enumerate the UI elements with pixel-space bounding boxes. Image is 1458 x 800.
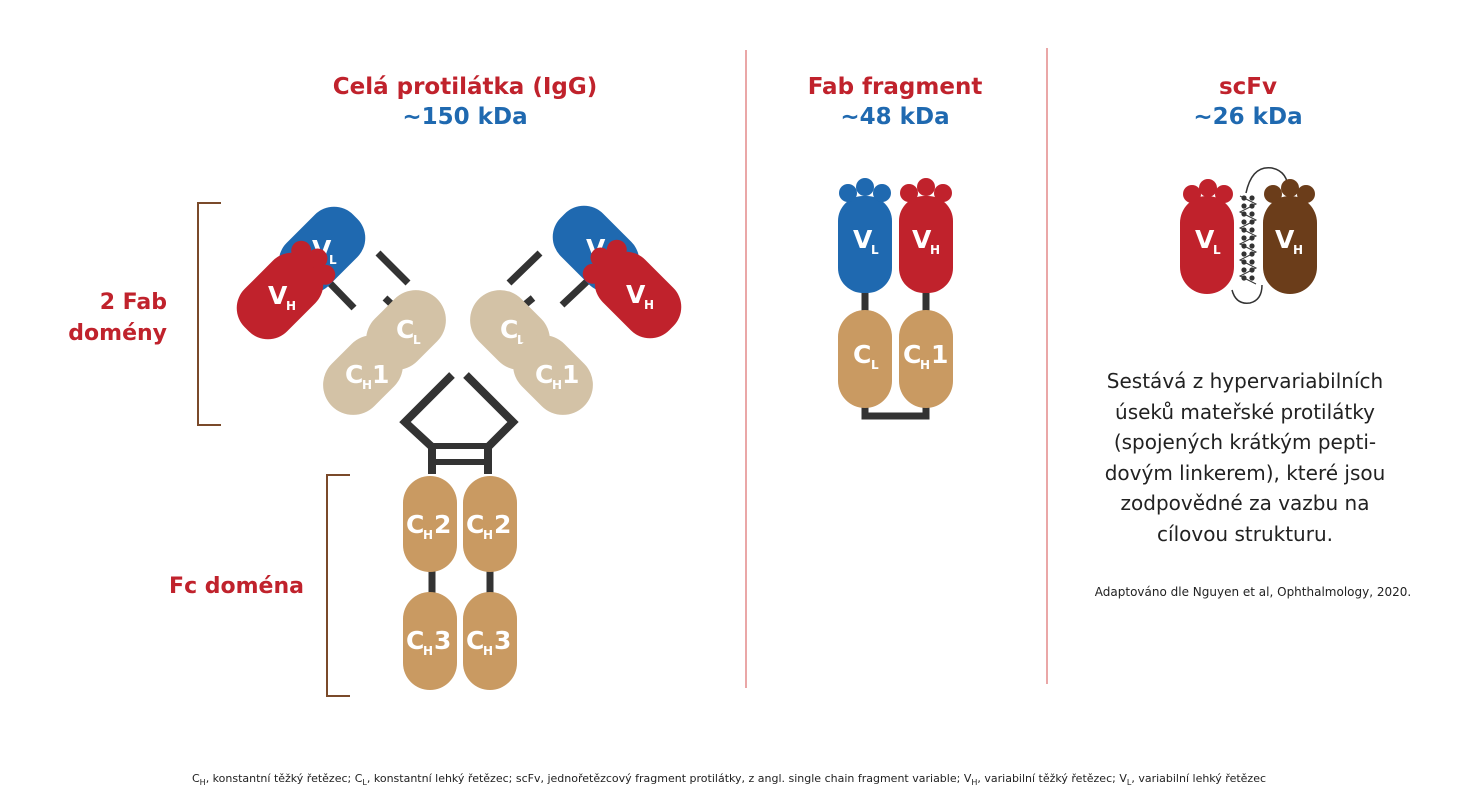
svg-text:H: H	[483, 528, 493, 542]
footnote-vh-text: , variabilní těžký řetězec;	[977, 772, 1120, 785]
scfv-title-name: scFv	[1218, 74, 1278, 100]
scfv-vh-domain: VH	[1263, 179, 1317, 294]
svg-text:V: V	[912, 225, 932, 254]
svg-text:V: V	[853, 225, 873, 254]
fc-domain-label: Fc doména	[100, 571, 304, 602]
svg-text:L: L	[871, 358, 879, 372]
fab-title: Fab fragment ~48 kDa	[770, 72, 1020, 132]
igg-title: Celá protilátka (IgG) ~150 kDa	[305, 72, 625, 132]
scfv-title-mass: ~26 kDa	[1193, 104, 1303, 130]
igg-hinge	[319, 250, 599, 593]
svg-text:V: V	[1195, 225, 1215, 254]
scfv-title: scFv ~26 kDa	[1148, 72, 1348, 132]
svg-text:H: H	[930, 243, 940, 257]
igg-left-vh-domain	[236, 240, 336, 340]
svg-text:C: C	[903, 340, 921, 369]
fab-title-name: Fab fragment	[807, 74, 983, 100]
footnote-vh-abbr: V	[963, 772, 972, 785]
fc-domain-label-text: Fc doména	[169, 574, 304, 599]
igg-fc-ch3-left: CH 3	[403, 592, 457, 690]
fc-bracket	[326, 474, 350, 697]
igg-title-name: Celá protilátka (IgG)	[332, 74, 598, 100]
svg-text:C: C	[466, 626, 484, 655]
fab-vl-domain: VL	[838, 178, 892, 293]
scfv-description: Sestává z hypervariabilních úseků mateřs…	[1104, 369, 1386, 546]
fab-domains-label-line2: domény	[68, 321, 167, 346]
footnote-cl-abbr: C	[354, 772, 363, 785]
fab-domains-label: 2 Fab domény	[20, 287, 167, 349]
svg-text:H: H	[1293, 243, 1303, 257]
source-note: Adaptováno dle Nguyen et al, Ophthalmolo…	[1094, 585, 1412, 599]
footnote-ch-text: , konstantní těžký řetězec;	[205, 772, 355, 785]
igg-right-ch1-domain	[513, 335, 593, 415]
fab-title-mass: ~48 kDa	[840, 104, 950, 130]
svg-text:H: H	[920, 358, 930, 372]
svg-text:C: C	[406, 626, 424, 655]
fab-vh-domain: VH	[899, 178, 953, 293]
igg-right-vh-domain	[582, 239, 682, 339]
svg-text:L: L	[1213, 243, 1221, 257]
footnote-cl-sub: L	[362, 778, 367, 788]
svg-text:3: 3	[434, 626, 451, 655]
footnote-ch-sub: H	[199, 778, 206, 788]
footnote-vh-sub: H	[971, 778, 978, 788]
igg-fc-ch2-right: CH 2	[463, 476, 517, 572]
svg-text:C: C	[853, 340, 871, 369]
fab-ch1-domain: CH 1	[899, 310, 953, 408]
svg-text:3: 3	[494, 626, 511, 655]
svg-text:1: 1	[931, 340, 948, 369]
footnote-cl-text: , konstantní lehký řetězec; scFv, jednoř…	[366, 772, 964, 785]
svg-text:L: L	[871, 243, 879, 257]
footnote-vl-text: , variabilní lehký řetězec	[1131, 772, 1267, 785]
fab-bracket	[197, 202, 221, 426]
igg-fc-ch3-right: CH 3	[463, 592, 517, 690]
fab-domains-label-line1: 2 Fab	[99, 290, 167, 315]
svg-text:2: 2	[494, 510, 511, 539]
svg-text:C: C	[466, 510, 484, 539]
footnote-vl-abbr: V	[1119, 772, 1127, 785]
svg-text:2: 2	[434, 510, 451, 539]
footnote-vl-sub: L	[1126, 778, 1132, 788]
igg-left-ch1-domain	[323, 335, 403, 415]
scfv-peptide-linker	[1238, 195, 1258, 285]
svg-text:C: C	[406, 510, 424, 539]
svg-text:H: H	[483, 644, 493, 658]
igg-title-mass: ~150 kDa	[402, 104, 528, 130]
svg-text:H: H	[423, 644, 433, 658]
svg-text:V: V	[1275, 225, 1295, 254]
scfv-vl-domain: VL	[1180, 179, 1234, 294]
footnote-ch-abbr: C	[191, 772, 200, 785]
abbreviations-footnote: CH, konstantní těžký řetězec; CL, konsta…	[0, 772, 1458, 787]
igg-fc-ch2-left: CH 2	[403, 476, 457, 572]
svg-text:H: H	[423, 528, 433, 542]
